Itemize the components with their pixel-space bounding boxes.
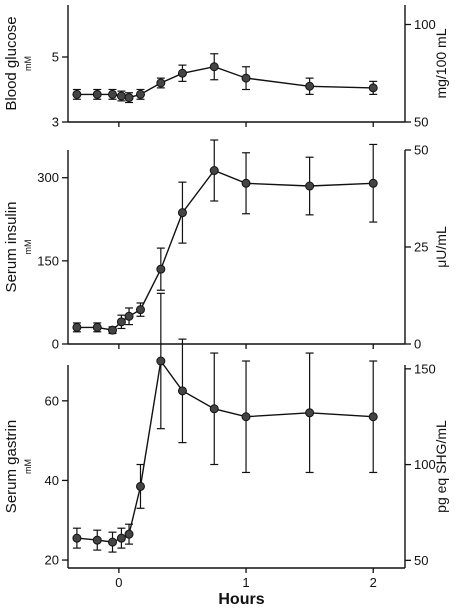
data-point: [116, 91, 126, 101]
y-tick-label: 40: [45, 473, 59, 488]
x-axis-title: Hours: [218, 591, 264, 608]
y-right-tick-label: 0: [414, 337, 421, 352]
data-point: [305, 181, 315, 191]
data-point: [124, 311, 134, 321]
data-point: [72, 322, 82, 332]
x-tick-label: 0: [115, 575, 122, 590]
data-point: [156, 356, 166, 366]
y-right-axis-title: mg/100 mL: [433, 28, 449, 98]
data-point: [72, 533, 82, 543]
panel-3: 0 1 2 Hours 20 40 60 50 100 150 Serum gastrin mM pg …: [3, 292, 449, 608]
series-line: [76, 169, 374, 331]
data-point: [108, 325, 118, 335]
data-point: [368, 83, 378, 93]
y-right-tick-label: 100: [414, 457, 436, 472]
data-point: [241, 178, 251, 188]
data-point: [135, 481, 145, 491]
y-right-axis-title: pg eq SHG/mL: [433, 420, 449, 513]
y-right-tick-label: 50: [414, 553, 428, 568]
y-right-tick-label: 50: [414, 115, 428, 130]
data-point: [108, 537, 118, 547]
y-right-tick-label: 150: [414, 361, 436, 376]
data-point: [124, 529, 134, 539]
data-point: [241, 73, 251, 83]
data-point: [305, 408, 315, 418]
data-point: [305, 81, 315, 91]
data-point: [368, 178, 378, 188]
data-point: [156, 264, 166, 274]
data-point: [135, 89, 145, 99]
data-point: [116, 533, 126, 543]
panel-2: 0 150 300 0 25 50 Serum insulin mM μU/mL: [3, 139, 449, 352]
data-point: [108, 89, 118, 99]
y-axis-unit: mM: [23, 56, 33, 71]
data-point: [72, 89, 82, 99]
y-axis-unit: mM: [23, 240, 33, 255]
data-point: [124, 93, 134, 103]
y-axis-title: Serum insulin: [3, 202, 20, 293]
data-point: [177, 386, 187, 396]
data-point: [368, 412, 378, 422]
data-point: [209, 166, 219, 176]
data-point: [92, 322, 102, 332]
data-point: [177, 208, 187, 218]
y-tick-label: 60: [45, 393, 59, 408]
panel-1: 3 5 50 100 Blood glucose mM mg/100 mL: [3, 5, 449, 130]
y-tick-label: 150: [37, 253, 59, 268]
data-point: [177, 68, 187, 78]
y-right-axis-title: μU/mL: [433, 226, 449, 268]
data-point: [116, 317, 126, 327]
data-point: [209, 404, 219, 414]
data-point: [241, 412, 251, 422]
x-tick-label: 2: [370, 575, 377, 590]
x-tick-label: 1: [242, 575, 249, 590]
data-point: [209, 62, 219, 72]
y-tick-label: 300: [37, 170, 59, 185]
y-axis-title: Serum gastrin: [3, 420, 20, 513]
data-point: [92, 535, 102, 545]
y-tick-label: 20: [45, 553, 59, 568]
y-right-tick-label: 50: [414, 143, 428, 158]
data-point: [135, 305, 145, 315]
y-right-tick-label: 100: [414, 17, 436, 32]
data-point: [156, 78, 166, 88]
y-tick-label: 3: [52, 115, 59, 130]
y-tick-label: 5: [52, 50, 59, 65]
data-point: [92, 89, 102, 99]
series-line: [76, 359, 374, 543]
y-axis-title: Blood glucose: [3, 16, 20, 110]
y-axis-unit: mM: [23, 459, 33, 474]
y-right-tick-label: 25: [414, 240, 428, 255]
y-tick-label: 0: [52, 337, 59, 352]
